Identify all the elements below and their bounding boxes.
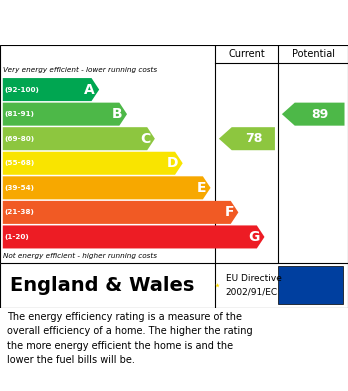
Text: G: G xyxy=(248,230,260,244)
Text: 89: 89 xyxy=(311,108,328,121)
Text: E: E xyxy=(197,181,206,195)
Text: EU Directive: EU Directive xyxy=(226,274,282,283)
Text: B: B xyxy=(112,107,122,121)
Polygon shape xyxy=(282,102,345,126)
Polygon shape xyxy=(3,78,99,101)
Text: (81-91): (81-91) xyxy=(5,111,35,117)
Text: F: F xyxy=(224,205,234,219)
Polygon shape xyxy=(3,201,238,224)
Text: Energy Efficiency Rating: Energy Efficiency Rating xyxy=(10,20,232,34)
Text: (1-20): (1-20) xyxy=(5,234,30,240)
Polygon shape xyxy=(3,102,127,126)
Bar xyxy=(278,266,343,304)
Text: Very energy efficient - lower running costs: Very energy efficient - lower running co… xyxy=(3,66,158,73)
Polygon shape xyxy=(3,127,155,150)
Text: (55-68): (55-68) xyxy=(5,160,35,166)
Polygon shape xyxy=(219,127,275,150)
Polygon shape xyxy=(3,176,211,199)
Text: Current: Current xyxy=(228,49,265,59)
Text: (69-80): (69-80) xyxy=(5,136,35,142)
Text: (39-54): (39-54) xyxy=(5,185,35,191)
Text: Not energy efficient - higher running costs: Not energy efficient - higher running co… xyxy=(3,253,158,259)
Text: England & Wales: England & Wales xyxy=(10,276,195,295)
Text: (92-100): (92-100) xyxy=(5,86,40,93)
Text: A: A xyxy=(84,83,95,97)
Text: 78: 78 xyxy=(245,132,262,145)
Text: (21-38): (21-38) xyxy=(5,210,35,215)
Text: C: C xyxy=(140,132,150,146)
Text: Potential: Potential xyxy=(292,49,335,59)
Polygon shape xyxy=(3,226,264,248)
Text: The energy efficiency rating is a measure of the
overall efficiency of a home. T: The energy efficiency rating is a measur… xyxy=(7,312,253,365)
Text: D: D xyxy=(167,156,178,170)
Polygon shape xyxy=(3,152,183,175)
Text: 2002/91/EC: 2002/91/EC xyxy=(226,287,278,296)
